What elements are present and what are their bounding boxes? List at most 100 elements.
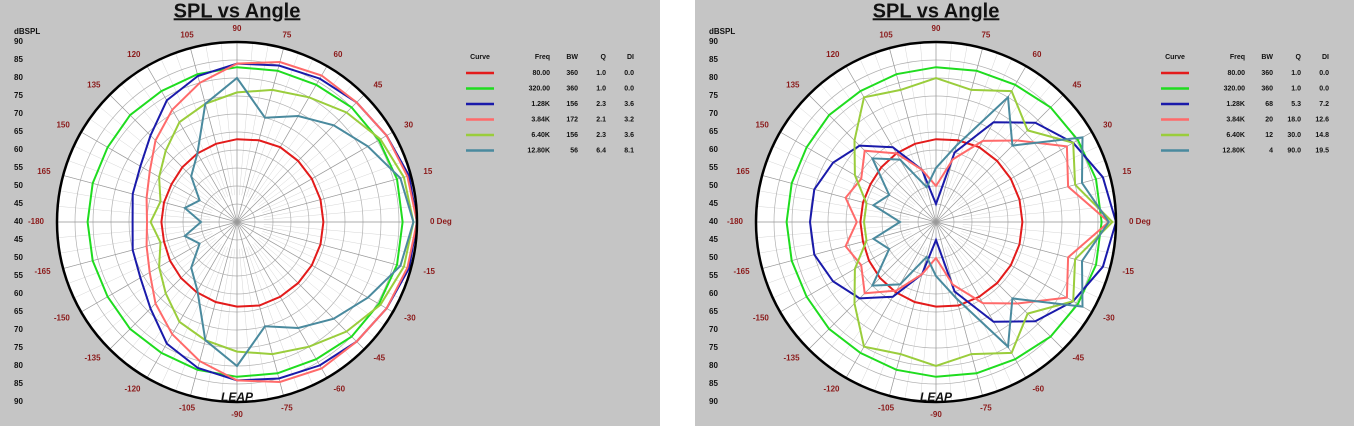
minor-spoke	[832, 243, 921, 370]
minor-spoke	[766, 160, 911, 214]
angle-tick-label: 75	[282, 31, 291, 40]
angle-tick-label: -45	[373, 354, 385, 363]
polar-curve	[870, 95, 1111, 349]
minor-spoke	[73, 233, 213, 299]
angle-tick-label: -15	[423, 267, 435, 276]
legend-cell: 0.0	[1319, 70, 1329, 77]
legend-cell: 56	[570, 147, 578, 154]
r-tick-label: 85	[709, 55, 718, 64]
legend-header: DI	[1322, 54, 1329, 61]
r-tick-label: 50	[14, 253, 23, 262]
minor-spoke	[756, 206, 910, 220]
legend-cell: 320.00	[529, 85, 551, 92]
legend-cell: 2.1	[596, 116, 606, 123]
angle-tick-label: 105	[180, 31, 194, 40]
angle-tick-label: 165	[37, 167, 51, 176]
legend-cell: 360	[566, 85, 578, 92]
angle-tick-label: -120	[124, 384, 141, 393]
minor-spoke	[262, 230, 407, 284]
logo: LEAP	[920, 390, 953, 404]
angle-tick-label: -90	[231, 410, 243, 419]
plot-border	[55, 40, 419, 404]
angle-tick-label: -180	[28, 217, 45, 226]
polar-curve	[145, 60, 419, 384]
legend-cell: 3.84K	[1226, 116, 1245, 123]
grid-spoke	[845, 221, 937, 379]
legend-cell: 360	[1261, 85, 1273, 92]
r-tick-label: 90	[709, 37, 718, 46]
angle-tick-label: 0 Deg	[430, 217, 452, 226]
grid-spoke	[935, 48, 983, 223]
angle-tick-label: -120	[823, 384, 840, 393]
r-tick-label: 50	[709, 253, 718, 262]
legend-cell: 0.0	[624, 85, 634, 92]
legend-cell: 0.0	[624, 70, 634, 77]
legend-cell: 6.40K	[531, 132, 550, 139]
minor-spoke	[248, 58, 314, 198]
legend-header: Freq	[1230, 54, 1245, 61]
minor-spoke	[263, 190, 415, 218]
minor-spoke	[788, 237, 915, 326]
angle-tick-label: 150	[755, 121, 769, 130]
minor-spoke	[960, 145, 1100, 211]
legend-cell: 4	[1269, 147, 1273, 154]
angle-tick-label: -150	[753, 314, 770, 323]
r-tick-label: 45	[709, 235, 718, 244]
minor-spoke	[205, 248, 233, 400]
minor-spoke	[245, 52, 299, 197]
legend-header: Q	[1296, 54, 1302, 61]
minor-spoke	[944, 247, 998, 392]
minor-spoke	[67, 230, 212, 284]
legend-cell: 0.0	[1319, 85, 1329, 92]
angle-tick-label: -105	[179, 404, 196, 413]
legend-cell: 2.3	[596, 132, 606, 139]
legend-header: Q	[601, 54, 607, 61]
minor-spoke	[951, 74, 1040, 201]
legend-cell: 90.0	[1287, 147, 1301, 154]
r-tick-label: 55	[14, 271, 23, 280]
grid-spoke	[889, 48, 937, 223]
legend-header: DI	[627, 54, 634, 61]
minor-spoke	[797, 239, 916, 338]
legend-cell: 172	[566, 116, 578, 123]
grid-spoke	[109, 94, 238, 223]
plot-border	[754, 40, 1118, 404]
legend-cell: 1.0	[596, 85, 606, 92]
angle-tick-label: 150	[56, 121, 70, 130]
legend-cell: 1.28K	[531, 101, 550, 108]
r-tick-label: 80	[709, 361, 718, 370]
legend-cell: 12.6	[1315, 116, 1329, 123]
polar-curve	[86, 66, 404, 378]
angle-tick-label: 0 Deg	[1129, 217, 1151, 226]
legend-cell: 18.0	[1287, 116, 1301, 123]
legend-header: BW	[1261, 54, 1273, 61]
r-tick-label: 55	[14, 163, 23, 172]
legend-cell: 1.0	[596, 70, 606, 77]
angle-tick-label: -150	[54, 314, 71, 323]
angle-tick-label: 90	[932, 24, 941, 33]
legend-cell: 5.3	[1291, 101, 1301, 108]
angle-tick-label: 15	[1122, 167, 1131, 176]
r-tick-label: 70	[709, 325, 718, 334]
chart-panel: SPL vs Angle dBSPL 40 45 45 50 50 55 55 60 60 65 65 7…	[0, 0, 660, 426]
r-tick-label: 45	[14, 199, 23, 208]
grid-spoke	[236, 94, 365, 223]
polar-curve	[785, 66, 1103, 378]
legend-cell: 156	[566, 132, 578, 139]
angle-tick-label: 75	[981, 31, 990, 40]
minor-spoke	[133, 74, 222, 201]
grid-spoke	[109, 221, 238, 350]
minor-spoke	[960, 233, 1100, 299]
minor-spoke	[904, 248, 932, 400]
legend-cell: 80.00	[532, 70, 550, 77]
grid-spoke	[190, 221, 238, 396]
minor-spoke	[772, 233, 912, 299]
r-axis-label: dBSPL	[14, 27, 40, 36]
minor-spoke	[920, 42, 934, 196]
minor-spoke	[962, 224, 1116, 238]
angle-tick-label: 30	[1103, 121, 1112, 130]
minor-spoke	[160, 58, 226, 198]
legend-cell: 360	[1261, 70, 1273, 77]
minor-spoke	[957, 118, 1084, 207]
